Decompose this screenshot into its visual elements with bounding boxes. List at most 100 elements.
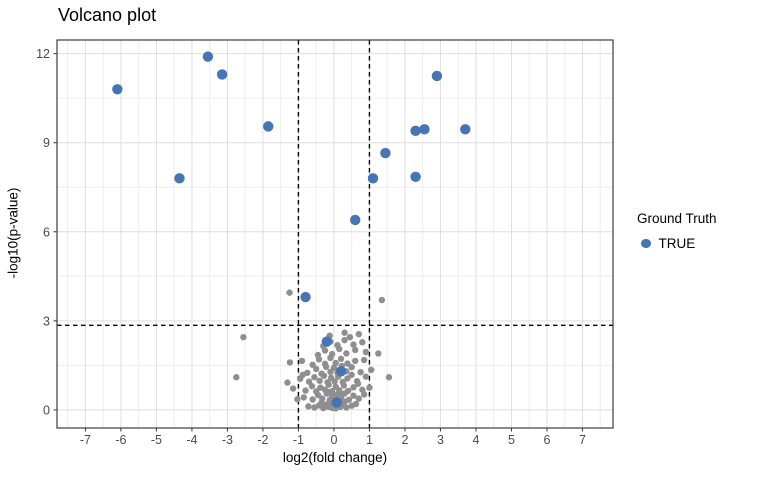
x-tick-label: 1 xyxy=(366,433,373,447)
legend-title: Ground Truth xyxy=(637,211,717,226)
legend-item-label: TRUE xyxy=(658,236,696,251)
data-point-true xyxy=(321,336,333,347)
data-point-background xyxy=(350,341,357,348)
data-point-true xyxy=(380,147,391,159)
data-point-background xyxy=(331,378,338,385)
data-point-background xyxy=(345,396,353,403)
data-point-background xyxy=(348,371,355,379)
data-point-background xyxy=(305,403,312,410)
data-point-background xyxy=(346,333,354,341)
data-point-background xyxy=(328,350,336,358)
data-point-background xyxy=(312,365,320,373)
y-tick-label: 3 xyxy=(43,314,50,328)
legend: Ground Truth TRUE xyxy=(637,211,717,251)
data-point-background xyxy=(298,357,306,365)
data-point-background xyxy=(337,355,345,363)
data-point-background xyxy=(309,396,316,403)
data-point-true xyxy=(202,51,214,62)
data-point-background xyxy=(314,351,322,359)
data-point-background xyxy=(302,387,309,394)
data-point-background xyxy=(378,296,386,304)
data-point-true xyxy=(300,291,311,303)
x-tick-label: -3 xyxy=(222,433,233,447)
data-point-background xyxy=(348,363,355,371)
x-tick-label: -6 xyxy=(115,433,126,447)
data-point-background xyxy=(319,395,326,402)
x-tick-label: 0 xyxy=(330,433,337,447)
data-point-background xyxy=(385,374,393,381)
panel-border xyxy=(56,39,614,429)
x-tick-label: 7 xyxy=(579,433,586,447)
data-point-true xyxy=(431,70,443,82)
data-point-true xyxy=(112,84,123,95)
data-point-background xyxy=(318,370,325,377)
x-axis-title: log2(fold change) xyxy=(282,450,388,465)
data-point-background xyxy=(312,388,320,395)
data-point-background xyxy=(343,404,350,411)
data-point-background xyxy=(309,361,316,368)
data-point-true xyxy=(263,121,274,132)
x-tick-label: 3 xyxy=(437,433,444,447)
data-point-background xyxy=(352,357,359,365)
data-point-background xyxy=(344,360,351,367)
data-point-background xyxy=(304,369,311,376)
data-point-true xyxy=(350,214,361,226)
data-point-background xyxy=(353,377,361,385)
data-point-background xyxy=(350,384,357,391)
legend-swatch-true-icon xyxy=(641,238,651,249)
data-point-background xyxy=(343,350,350,357)
x-tick-label: 2 xyxy=(401,433,408,447)
data-point-background xyxy=(305,378,313,385)
data-point-background xyxy=(357,368,364,376)
data-point-background xyxy=(355,395,362,402)
data-point-background xyxy=(360,356,368,364)
x-tick-label: -1 xyxy=(293,433,304,447)
data-point-true xyxy=(216,69,228,80)
data-point-true xyxy=(174,173,185,184)
chart-title: Volcano plot xyxy=(58,5,157,25)
data-point-background xyxy=(341,336,348,344)
y-tick-label: 9 xyxy=(43,136,50,150)
data-point-background xyxy=(324,379,331,386)
x-tick-label: -4 xyxy=(186,433,197,447)
y-tick-label: 0 xyxy=(43,403,50,417)
data-point-true xyxy=(460,124,471,135)
data-point-background xyxy=(240,333,247,341)
data-point-background xyxy=(321,386,329,393)
x-tick-label: -2 xyxy=(257,433,268,447)
data-point-true xyxy=(331,397,342,408)
data-point-background xyxy=(332,359,339,367)
data-point-background xyxy=(359,339,366,346)
data-point-background xyxy=(352,346,359,354)
data-point-background xyxy=(362,348,370,356)
data-point-background xyxy=(362,373,370,380)
data-point-background xyxy=(352,400,360,408)
data-point-background xyxy=(286,289,293,296)
data-point-true xyxy=(367,173,379,184)
data-point-background xyxy=(321,360,329,368)
data-point-background xyxy=(336,387,343,394)
data-point-background xyxy=(375,350,382,357)
data-point-background xyxy=(327,368,334,376)
data-point-background xyxy=(289,385,297,392)
data-point-true xyxy=(419,124,430,135)
data-point-background xyxy=(368,366,375,374)
x-tick-label: -7 xyxy=(80,433,91,447)
data-point-background xyxy=(344,387,352,395)
x-tick-label: -5 xyxy=(151,433,162,447)
data-point-background xyxy=(300,394,307,401)
data-point-background xyxy=(359,386,366,393)
data-point-background xyxy=(328,387,336,395)
y-axis-title: -log10(p-value) xyxy=(5,187,21,279)
x-tick-label: 6 xyxy=(543,433,550,447)
data-point-background xyxy=(311,374,318,381)
data-point-background xyxy=(339,378,347,386)
data-point-background xyxy=(334,341,341,349)
data-point-background xyxy=(233,374,240,381)
legend-item-true: TRUE xyxy=(637,236,717,251)
x-tick-label: 5 xyxy=(508,433,515,447)
data-point-background xyxy=(294,396,301,403)
data-point-background xyxy=(350,392,357,399)
